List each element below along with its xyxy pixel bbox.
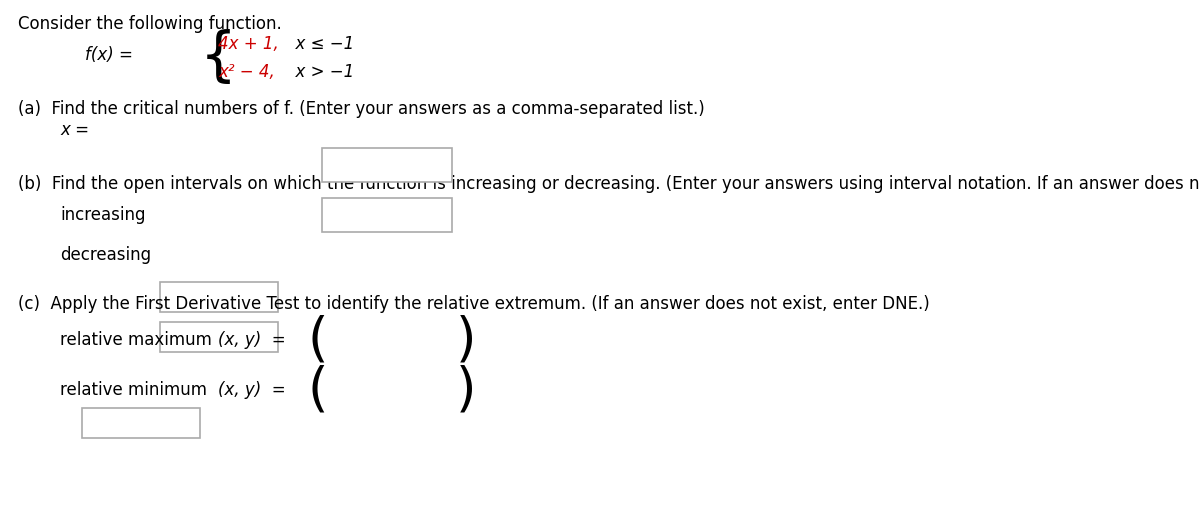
Text: Consider the following function.: Consider the following function. xyxy=(18,15,282,33)
Text: f(x) =: f(x) = xyxy=(85,46,138,64)
Text: x > −1: x > −1 xyxy=(286,63,354,81)
Text: (x, y)  =: (x, y) = xyxy=(218,381,286,399)
Text: x² − 4,: x² − 4, xyxy=(218,63,275,81)
FancyBboxPatch shape xyxy=(322,198,452,232)
FancyBboxPatch shape xyxy=(322,148,452,182)
Text: (x, y)  =: (x, y) = xyxy=(218,331,286,349)
Text: (c)  Apply the First Derivative Test to identify the relative extremum. (If an a: (c) Apply the First Derivative Test to i… xyxy=(18,295,930,313)
Text: (a)  Find the critical numbers of f. (Enter your answers as a comma-separated li: (a) Find the critical numbers of f. (Ent… xyxy=(18,100,704,118)
Text: relative maximum: relative maximum xyxy=(60,331,212,349)
Text: ): ) xyxy=(456,314,476,366)
Text: (: ( xyxy=(308,364,329,416)
Text: (: ( xyxy=(308,314,329,366)
FancyBboxPatch shape xyxy=(160,282,278,312)
Text: relative minimum: relative minimum xyxy=(60,381,208,399)
FancyBboxPatch shape xyxy=(82,408,200,438)
Text: decreasing: decreasing xyxy=(60,246,151,264)
Text: x =: x = xyxy=(60,121,89,139)
Text: ): ) xyxy=(456,364,476,416)
Text: increasing: increasing xyxy=(60,206,145,224)
Text: (b)  Find the open intervals on which the function is increasing or decreasing. : (b) Find the open intervals on which the… xyxy=(18,175,1200,193)
Text: x ≤ −1: x ≤ −1 xyxy=(286,35,354,53)
Text: {: { xyxy=(200,29,238,86)
Text: 4x + 1,: 4x + 1, xyxy=(218,35,278,53)
FancyBboxPatch shape xyxy=(160,322,278,352)
